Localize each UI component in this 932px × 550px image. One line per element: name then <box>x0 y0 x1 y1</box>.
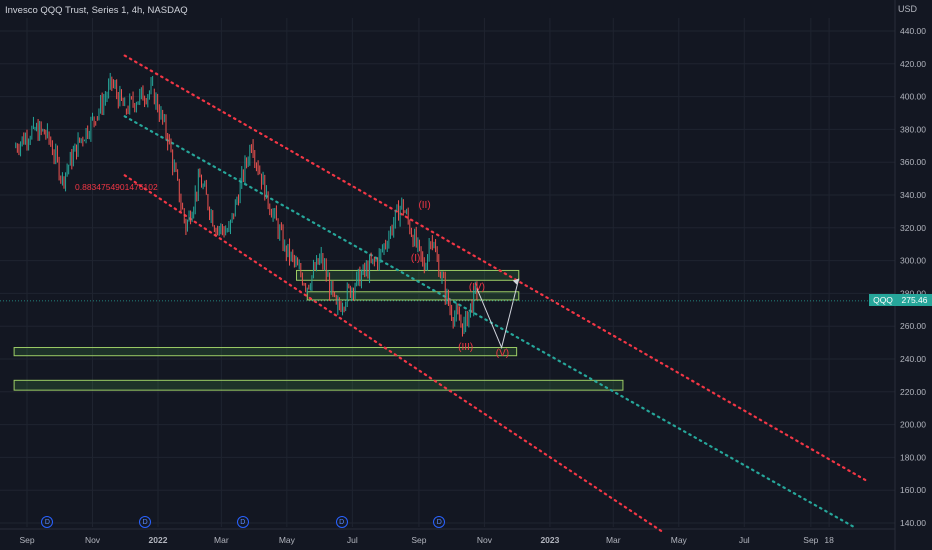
channel-lower-line[interactable] <box>123 174 663 533</box>
support-zone-4[interactable] <box>13 379 624 391</box>
support-zone-2[interactable] <box>306 291 520 301</box>
chart-title: Invesco QQQ Trust, Series 1, 4h, NASDAQ <box>5 5 188 16</box>
dividend-marker[interactable]: D <box>335 516 348 528</box>
x-tick-label: May <box>279 535 296 545</box>
wave-label: (III) <box>458 341 474 353</box>
projection-path[interactable] <box>476 278 520 350</box>
y-tick-label: 320.00 <box>900 223 926 233</box>
y-tick-label: 260.00 <box>900 321 926 331</box>
y-tick-label: 360.00 <box>900 157 926 167</box>
x-tick-label: 2023 <box>540 535 559 545</box>
dividend-marker[interactable]: D <box>41 516 54 528</box>
channel-middle-line[interactable] <box>123 115 854 528</box>
y-tick-label: 380.00 <box>900 124 926 134</box>
x-tick-label: May <box>671 535 688 545</box>
y-tick-label: 420.00 <box>900 59 926 69</box>
symbol-tag[interactable]: QQQ <box>869 294 897 306</box>
y-tick-label: 160.00 <box>900 485 926 495</box>
x-tick-label: Nov <box>85 535 101 545</box>
y-tick-label: 340.00 <box>900 190 926 200</box>
x-tick-label: Sep <box>803 535 818 545</box>
currency-label: USD <box>898 4 918 14</box>
projection-arrowhead <box>512 278 519 285</box>
dividend-marker[interactable]: D <box>139 516 152 528</box>
wave-label: (I) <box>410 252 421 264</box>
y-tick-label: 440.00 <box>900 26 926 36</box>
wave-label: (V) <box>495 348 510 360</box>
x-tick-label: Jul <box>347 535 358 545</box>
support-zone-3[interactable] <box>13 347 518 357</box>
x-tick-label: Mar <box>606 535 621 545</box>
dividend-marker[interactable]: D <box>236 516 249 528</box>
channel-upper-line[interactable] <box>123 54 870 484</box>
y-tick-label: 300.00 <box>900 256 926 266</box>
x-tick-label: 18 <box>824 535 834 545</box>
y-tick-label: 220.00 <box>900 387 926 397</box>
x-tick-label: Sep <box>19 535 34 545</box>
x-tick-label: Nov <box>477 535 493 545</box>
y-tick-label: 400.00 <box>900 92 926 102</box>
wave-label: (IV) <box>468 282 486 294</box>
y-tick-label: 280.00 <box>900 288 926 298</box>
dividend-marker[interactable]: D <box>433 516 446 528</box>
y-tick-label: 140.00 <box>900 518 926 528</box>
fib-ratio-label: 0.8834754901476102 <box>75 182 158 192</box>
x-tick-label: 2022 <box>149 535 168 545</box>
x-tick-label: Jul <box>739 535 750 545</box>
y-tick-label: 200.00 <box>900 420 926 430</box>
price-series <box>15 72 478 337</box>
y-tick-label: 240.00 <box>900 354 926 364</box>
y-tick-label: 180.00 <box>900 452 926 462</box>
x-tick-label: Mar <box>214 535 229 545</box>
wave-label: (II) <box>418 200 431 212</box>
x-tick-label: Sep <box>411 535 426 545</box>
last-price-tag: 275.46 <box>897 294 932 306</box>
